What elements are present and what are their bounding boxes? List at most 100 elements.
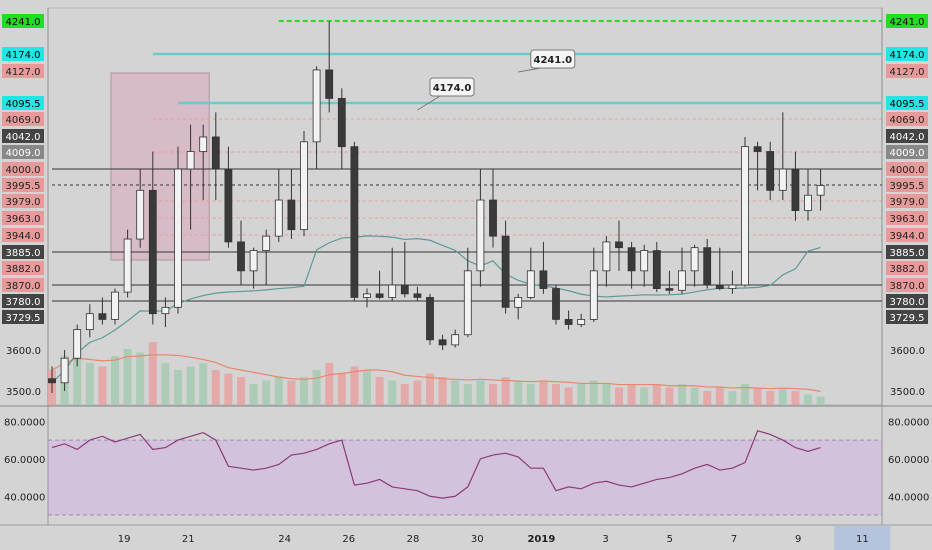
candle-body <box>741 146 749 286</box>
candle-body <box>388 284 397 298</box>
volume-bar <box>337 373 346 405</box>
volume-bar <box>678 384 686 405</box>
candle-body <box>300 141 308 231</box>
volume-bar <box>211 370 220 405</box>
volume-bar <box>640 387 649 405</box>
level-tag-left-2: 4174.0 <box>2 47 44 61</box>
rsi-tick-left: 40.0000 <box>4 492 45 503</box>
level-tag-right-16: 3780.0 <box>886 294 928 308</box>
level-tag-left-5: 4069.0 <box>2 112 44 126</box>
tag-label: 3979.0 <box>6 197 41 208</box>
rsi-tick-right: 40.0000 <box>888 492 929 503</box>
candle-body <box>148 189 157 315</box>
tag-box <box>2 278 44 292</box>
candle-body <box>350 146 359 298</box>
volume-bar <box>539 380 548 405</box>
tag-label: 4127.0 <box>890 67 925 78</box>
volume-bar <box>627 384 636 405</box>
tag-box <box>886 47 928 61</box>
volume-bar <box>111 356 119 405</box>
level-tag-right-9: 3995.5 <box>886 178 928 192</box>
tag-label: 3963.0 <box>6 214 41 225</box>
volume-bar <box>753 387 762 405</box>
x-tick-label: 21 <box>182 534 195 545</box>
level-tag-right-0: 4241.0 <box>886 14 928 28</box>
level-tag-right-7: 4009.0 <box>886 145 928 159</box>
volume-bar <box>728 391 737 405</box>
candle-body <box>564 319 573 325</box>
volume-bar <box>577 384 586 405</box>
volume-bar <box>98 366 107 405</box>
tag-box <box>886 178 928 192</box>
tag-box <box>886 145 928 159</box>
tag-box <box>2 64 44 78</box>
tag-label: 4009.0 <box>890 148 925 159</box>
volume-bar <box>224 373 233 405</box>
tag-label: 3729.5 <box>890 313 925 324</box>
tag-box <box>2 310 44 324</box>
candle-body <box>589 270 598 320</box>
candle-body <box>804 194 812 211</box>
level-tag-right-13: 3885.0 <box>886 245 928 259</box>
candle-body <box>174 168 182 308</box>
volume-bar <box>615 387 623 405</box>
candle-body <box>73 329 82 359</box>
tag-label: 3944.0 <box>6 231 41 242</box>
level-tag-right-4: 4095.5 <box>886 96 928 110</box>
candle-body <box>640 250 649 272</box>
candle-body <box>766 151 775 191</box>
tag-box <box>886 129 928 143</box>
volume-bar <box>741 384 749 405</box>
level-tag-right-3: 4127.0 <box>886 64 928 78</box>
candle-body <box>463 270 472 336</box>
x-tick-label: 30 <box>471 534 484 545</box>
tag-label: 3885.0 <box>6 248 41 259</box>
tag-box <box>2 261 44 275</box>
volume-bar <box>652 384 661 405</box>
tag-label: 3882.0 <box>6 264 41 275</box>
candle-body <box>451 334 460 346</box>
volume-ma-line <box>51 354 821 392</box>
volume-bar <box>778 387 787 405</box>
candle-body <box>237 241 245 272</box>
candle-body <box>85 313 94 331</box>
level-tag-left-13: 3885.0 <box>2 245 44 259</box>
volume-bar <box>438 377 447 405</box>
tag-label: 4000.0 <box>890 165 925 176</box>
level-tag-left-3: 4127.0 <box>2 64 44 78</box>
tag-label: 4069.0 <box>890 115 925 126</box>
candle-body <box>778 168 787 191</box>
callout-pointer <box>417 95 441 111</box>
tag-label: 3885.0 <box>890 248 925 259</box>
level-tag-left-6: 4042.0 <box>2 129 44 143</box>
rsi-tick-right: 60.0000 <box>888 455 929 466</box>
volume-bar <box>589 380 598 405</box>
candle-body <box>136 189 145 240</box>
x-tick-label: 11 <box>856 534 869 545</box>
tag-box <box>2 178 44 192</box>
callout-1: 4174.0 <box>417 77 475 111</box>
x-tick-label: 7 <box>731 534 737 545</box>
candle-body <box>199 136 208 152</box>
x-tick-label: 5 <box>667 534 673 545</box>
level-tag-left-0: 4241.0 <box>2 14 44 28</box>
candle-body <box>552 288 560 320</box>
candle-body <box>728 284 737 289</box>
volume-bar <box>274 377 283 405</box>
tag-box <box>2 228 44 242</box>
candle-body <box>526 270 535 298</box>
volume-bar <box>237 377 245 405</box>
callout-0: 4241.0 <box>518 49 576 73</box>
volume-bar <box>136 352 145 405</box>
level-tag-left-16: 3780.0 <box>2 294 44 308</box>
level-tag-right-5: 4069.0 <box>886 112 928 126</box>
tag-label: 3780.0 <box>890 297 925 308</box>
candle-body <box>602 241 611 272</box>
tag-label: 3870.0 <box>6 281 41 292</box>
tag-label: 3882.0 <box>890 264 925 275</box>
tag-label: 3995.5 <box>6 181 41 192</box>
x-tick-label: 2019 <box>527 534 555 545</box>
x-tick-highlight <box>834 526 891 550</box>
